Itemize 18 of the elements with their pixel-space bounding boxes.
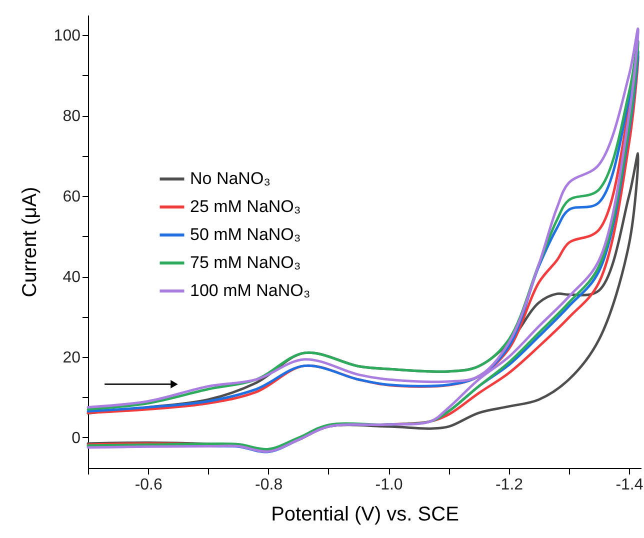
x-tick-label: -1.2 <box>495 476 524 494</box>
legend-label: 75 mM NaNO₃ <box>190 253 301 272</box>
y-tick-label: 20 <box>62 349 81 366</box>
legend-label: 25 mM NaNO₃ <box>190 197 301 216</box>
x-tick-label: -0.6 <box>134 476 162 494</box>
x-tick-label: -1.4 <box>616 476 644 494</box>
y-tick-label: 100 <box>54 28 81 45</box>
legend-label: 50 mM NaNO₃ <box>190 225 301 244</box>
x-axis-title: Potential (V) vs. SCE <box>271 504 459 526</box>
y-axis-title: Current (μA) <box>18 186 41 298</box>
y-tick-label: 0 <box>72 430 81 447</box>
legend-label: No NaNO₃ <box>190 169 271 188</box>
x-tick-label: -0.8 <box>255 476 283 494</box>
y-tick-label: 60 <box>62 188 81 206</box>
x-tick-label: -1.0 <box>375 476 403 494</box>
y-tick-label: 40 <box>62 269 81 286</box>
legend-label: 100 mM NaNO₃ <box>190 281 310 300</box>
y-tick-label: 80 <box>62 108 81 126</box>
